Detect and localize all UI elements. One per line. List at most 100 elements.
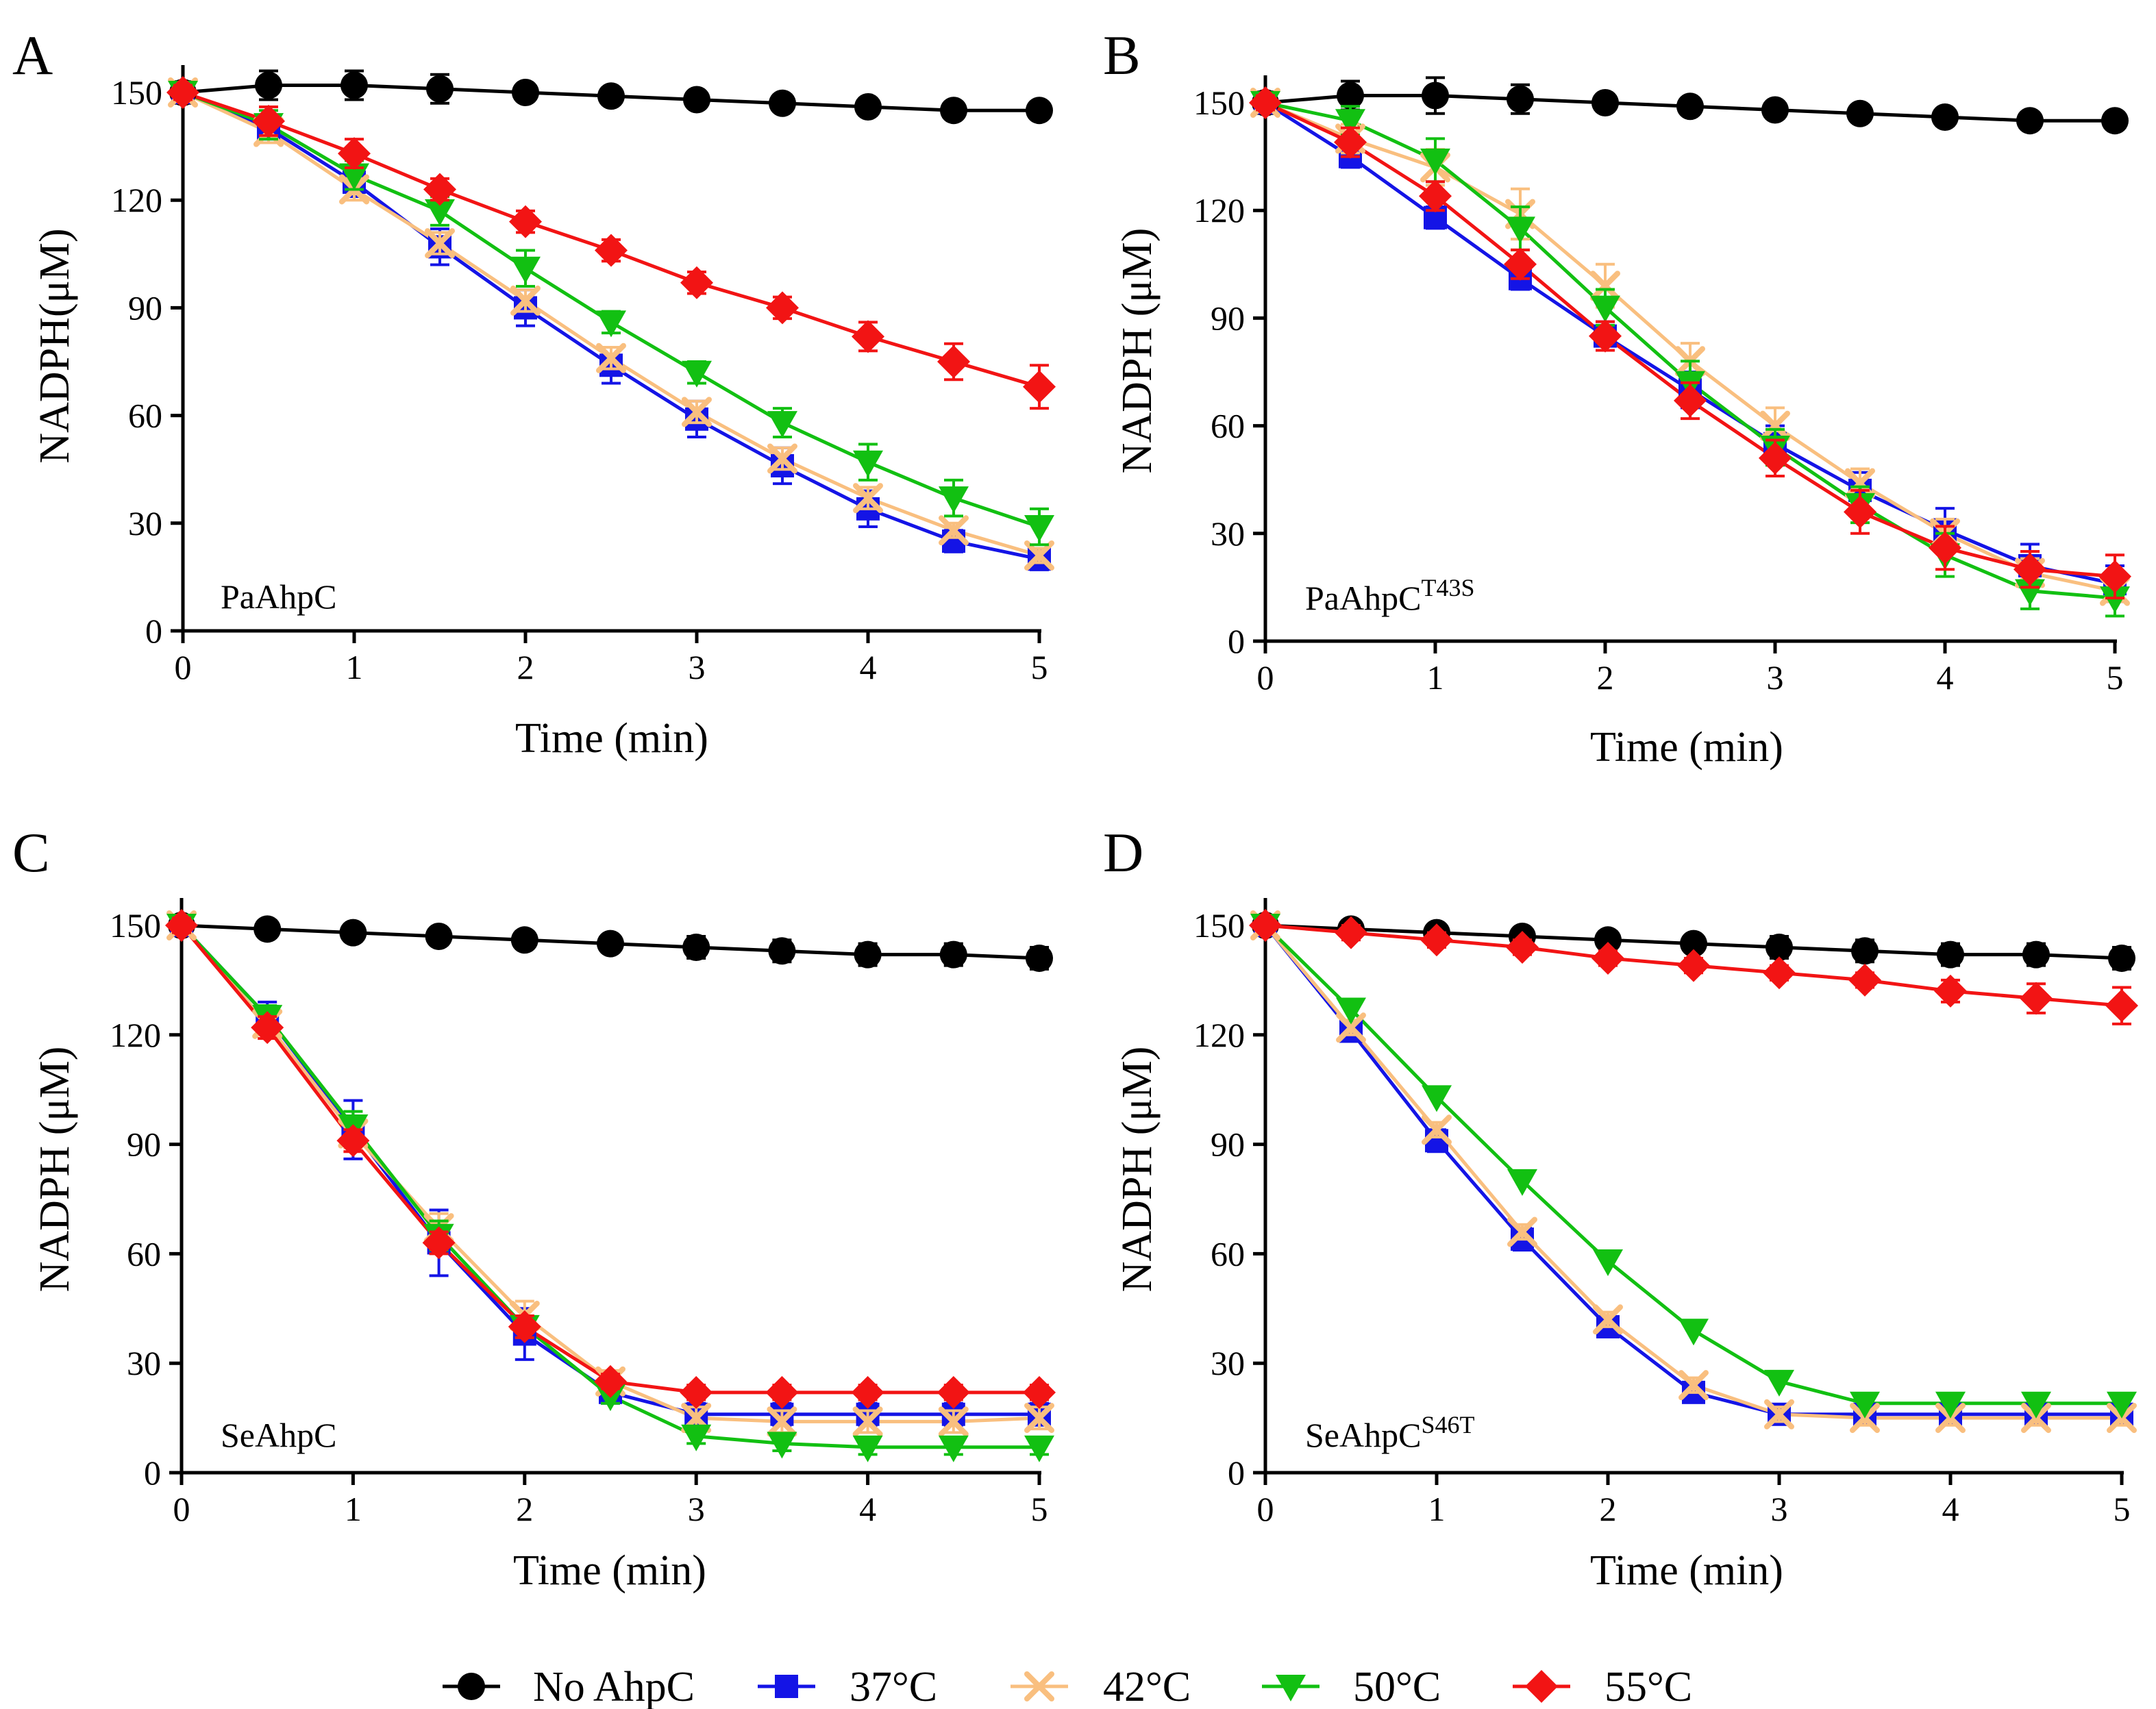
- y-axis-title-c: NADPH (μM): [32, 1047, 78, 1293]
- points-37c-c: [170, 914, 1051, 1427]
- x-tick-label: 0: [1257, 658, 1274, 697]
- data-point: [1507, 1217, 1537, 1247]
- legend-label-no-ahpc: No AhpC: [533, 1664, 695, 1709]
- plot-area-c: 0 30 60 90 120 150 0 1 2 3 4 5: [110, 898, 1056, 1528]
- data-point: [2105, 989, 2138, 1023]
- protein-name-c: SeAhpC: [221, 1416, 336, 1454]
- legend-marker-42c: [1024, 1671, 1054, 1701]
- legend-label-37c: 37°C: [850, 1664, 937, 1709]
- data-point: [938, 1406, 969, 1437]
- data-point: [1505, 216, 1535, 244]
- x-tick-label: 3: [1767, 658, 1784, 697]
- data-point: [1507, 85, 1534, 113]
- series-line: [182, 90, 1040, 529]
- protein-sup-d: S46T: [1421, 1411, 1474, 1438]
- x-tick-label: 0: [173, 1490, 190, 1528]
- data-point: [940, 97, 967, 125]
- data-point: [1590, 271, 1620, 301]
- x-tick-label: 5: [1031, 648, 1048, 686]
- x-tick-label: 1: [346, 648, 363, 686]
- x-tick-label: 3: [689, 648, 706, 686]
- data-point: [1846, 99, 1874, 127]
- data-point: [766, 291, 799, 325]
- y-tick-label: 0: [145, 612, 162, 650]
- x-tick-label: 1: [345, 1490, 362, 1528]
- data-point: [937, 345, 970, 378]
- data-point: [1420, 148, 1450, 175]
- data-point: [596, 342, 626, 373]
- data-point: [1678, 1319, 1709, 1346]
- legend-marker-50c: [1276, 1675, 1306, 1701]
- data-point: [939, 940, 967, 969]
- data-point: [1594, 926, 1622, 954]
- protein-name-a: PaAhpC: [221, 577, 336, 616]
- data-point: [680, 1375, 713, 1409]
- panel-a: A NADPH(μM) Time (min) PaAhpC 0306090120…: [12, 24, 1056, 762]
- x-tick-label: 3: [688, 1490, 705, 1528]
- x-tick-label: 4: [860, 648, 877, 686]
- legend-item-37c: 37°C: [758, 1664, 937, 1709]
- data-point: [1506, 930, 1539, 964]
- data-point: [1764, 1369, 1794, 1397]
- panel-d: D NADPH (μM) Time (min) SeAhpCS46T 03060…: [1103, 821, 2138, 1594]
- data-point: [1249, 86, 1282, 119]
- protein-label-b: PaAhpCT43S: [1305, 574, 1474, 617]
- data-point: [422, 1226, 456, 1260]
- data-point: [938, 1435, 969, 1462]
- y-axis-title-b: NADPH (μM): [1114, 228, 1161, 474]
- data-point: [853, 483, 883, 514]
- protein-label-c: SeAhpC: [221, 1416, 336, 1454]
- data-point: [251, 1011, 284, 1045]
- legend-label-50c: 50°C: [1353, 1664, 1441, 1709]
- points-42c-c: [166, 910, 1054, 1437]
- data-point: [595, 234, 628, 267]
- y-tick-label: 90: [128, 288, 162, 327]
- points-50c-a: [168, 81, 1054, 547]
- panel-letter-d: D: [1103, 821, 1143, 884]
- points-55c-d: [1249, 909, 2138, 1025]
- data-point: [338, 137, 371, 171]
- data-point: [767, 443, 797, 474]
- legend-marker-shape: [458, 1673, 485, 1700]
- legend-marker-37c: [775, 1675, 798, 1698]
- data-point: [1678, 1370, 1709, 1401]
- data-point: [425, 922, 453, 950]
- series-50c-a: [182, 90, 1040, 529]
- panel-letter-c: C: [12, 821, 50, 884]
- x-tick-label: 3: [1771, 1490, 1788, 1528]
- x-tick-label: 1: [1428, 1490, 1446, 1528]
- series-55c-c: [180, 924, 1039, 1395]
- data-point: [2108, 944, 2135, 972]
- data-point: [1024, 540, 1054, 571]
- points-37c-d: [1254, 914, 2133, 1426]
- data-point: [2098, 560, 2131, 593]
- x-tick-label: 5: [2107, 658, 2124, 697]
- data-point: [852, 1406, 883, 1437]
- data-point: [1850, 1391, 1880, 1419]
- protein-sup-b: T43S: [1421, 574, 1474, 601]
- data-point: [1935, 1391, 1966, 1419]
- data-point: [2016, 107, 2044, 135]
- data-point: [252, 104, 285, 138]
- data-point: [1337, 82, 1364, 110]
- data-point: [1677, 949, 1710, 982]
- x-tick-label: 5: [2114, 1490, 2131, 1528]
- data-point: [2022, 940, 2050, 969]
- data-point: [682, 933, 710, 961]
- data-point: [1419, 179, 1452, 213]
- data-point: [2013, 553, 2046, 586]
- y-tick-label: 120: [111, 181, 162, 219]
- points-55c-a: [166, 76, 1056, 410]
- x-axis-title-b: Time (min): [1590, 724, 1783, 771]
- data-point: [166, 76, 199, 109]
- y-tick-label: 0: [1228, 622, 1245, 660]
- legend-marker-shape: [1276, 1675, 1306, 1701]
- data-point: [1420, 923, 1453, 957]
- points-55c-b: [1249, 86, 2131, 600]
- legend-item-42c: 42°C: [1011, 1664, 1191, 1709]
- data-point: [340, 71, 368, 99]
- data-point: [854, 92, 882, 121]
- plot-area-b: 0 30 60 90 120 150 0 1 2 3 4 5: [1193, 75, 2131, 697]
- panel-letter-b: B: [1103, 24, 1141, 86]
- y-tick-label: 30: [1211, 514, 1245, 553]
